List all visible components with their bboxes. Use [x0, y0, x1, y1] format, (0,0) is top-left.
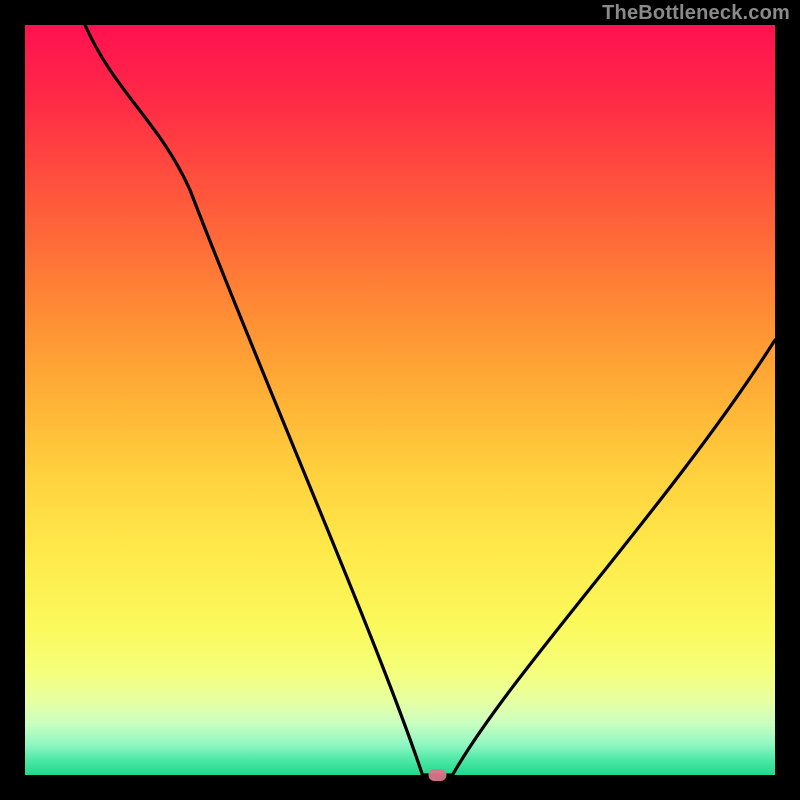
watermark-text: TheBottleneck.com — [602, 2, 790, 25]
bottleneck-chart — [0, 0, 800, 800]
chart-frame: TheBottleneck.com — [0, 0, 800, 800]
minimum-marker — [429, 769, 447, 781]
plot-background-gradient — [25, 25, 775, 775]
